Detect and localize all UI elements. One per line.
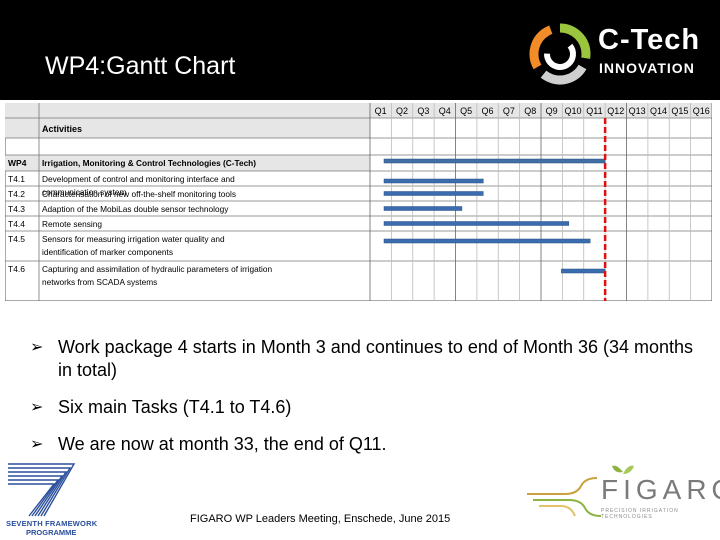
bullet-text: Six main Tasks (T4.1 to T4.6)	[58, 397, 292, 417]
quarter-label: Q4	[439, 106, 451, 116]
bullet-text: We are now at month 33, the end of Q11.	[58, 434, 387, 454]
row-label: Adaption of the MobiLas double sensor te…	[42, 204, 229, 214]
activities-header: Activities	[42, 124, 82, 134]
gantt-bar	[383, 178, 484, 184]
ctech-logo-line1: C-Tech	[598, 24, 701, 56]
quarter-label: Q15	[671, 106, 688, 116]
bullet-item: ➢ Work package 4 starts in Month 3 and co…	[30, 336, 710, 382]
ctech-logo: C-Tech INNOVATION	[528, 18, 708, 88]
sprout-leaf-icon	[612, 465, 634, 482]
arrow-bullet-icon: ➢	[30, 339, 44, 356]
row-id: T4.3	[8, 204, 25, 214]
gantt-bar	[383, 206, 463, 211]
quarter-label: Q12	[607, 106, 624, 116]
figaro-wordmark: FIGARO	[601, 474, 720, 505]
quarter-label: Q3	[417, 106, 429, 116]
gantt-bar	[383, 221, 570, 226]
row-label: Capturing and assimilation of hydraulic …	[42, 264, 273, 274]
bullet-item: ➢ Six main Tasks (T4.1 to T4.6)	[30, 396, 710, 419]
row-id: T4.5	[8, 234, 25, 244]
fp7-seven-icon	[8, 463, 76, 517]
quarter-label: Q1	[375, 106, 387, 116]
quarter-label: Q8	[524, 106, 536, 116]
fp7-line1: SEVENTH FRAMEWORK	[6, 519, 98, 528]
row-label: Irrigation, Monitoring & Control Technol…	[42, 158, 256, 168]
activities-header-shade	[5, 118, 370, 138]
quarter-label: Q11	[586, 106, 602, 116]
quarter-label: Q6	[482, 106, 494, 116]
fp7-logo: SEVENTH FRAMEWORK PROGRAMME	[4, 458, 100, 538]
quarter-label: Q10	[565, 106, 582, 116]
header-bar: WP4:Gantt Chart C-Tech INNOVATION	[0, 0, 720, 100]
row-label: Remote sensing	[42, 219, 102, 229]
figaro-lines-icon	[527, 477, 602, 517]
gantt-chart: Q1 Q2 Q3 Q4 Q5 Q6 Q7 Q8 Q9 Q10 Q11 Q12 Q13 Q14 Q15 Q16 A…	[5, 103, 712, 301]
quarter-label: Q14	[650, 106, 667, 116]
row-label: Characterisation of new off-the-shelf mo…	[42, 189, 236, 199]
gantt-bar	[383, 158, 606, 164]
row-id: T4.2	[8, 189, 25, 199]
row-label: networks from SCADA systems	[42, 277, 157, 287]
fp7-line2: PROGRAMME	[26, 528, 77, 537]
ctech-logo-line2: INNOVATION	[599, 60, 695, 76]
quarter-label: Q2	[396, 106, 408, 116]
gantt-bar	[383, 238, 591, 244]
slide-title: WP4:Gantt Chart	[45, 52, 236, 80]
quarter-label: Q7	[503, 106, 515, 116]
footer-text: FIGARO WP Leaders Meeting, Enschede, Jun…	[190, 513, 451, 525]
figaro-logo: FIGARO PRECISION IRRIGATION TECHNOLOGIES	[525, 462, 720, 540]
figaro-tagline: PRECISION IRRIGATION TECHNOLOGIES	[601, 508, 679, 520]
row-id: T4.4	[8, 219, 25, 229]
gantt-header-shade	[5, 103, 712, 118]
row-label: communication system	[42, 187, 126, 197]
gantt-bar	[383, 191, 484, 196]
row-label: Sensors for measuring irrigation water q…	[42, 234, 225, 244]
quarter-label: Q9	[546, 106, 558, 116]
gantt-bar	[561, 268, 606, 274]
ctech-swirl-icon	[529, 23, 591, 85]
bullet-item: ➢ We are now at month 33, the end of Q11.	[30, 433, 710, 456]
arrow-bullet-icon: ➢	[30, 436, 44, 453]
wp-row-shade	[5, 155, 370, 171]
bullet-text: Work package 4 starts in Month 3 and con…	[58, 337, 694, 380]
row-id: T4.6	[8, 264, 25, 274]
arrow-bullet-icon: ➢	[30, 399, 44, 416]
bullet-list: ➢ Work package 4 starts in Month 3 and co…	[30, 336, 710, 470]
row-label: Development of control and monitoring in…	[42, 174, 235, 184]
quarter-label: Q16	[693, 106, 710, 116]
quarter-label: Q5	[460, 106, 472, 116]
row-id: T4.1	[8, 174, 25, 184]
row-label: identification of marker components	[42, 247, 173, 257]
quarter-label: Q13	[629, 106, 646, 116]
row-id: WP4	[8, 158, 27, 168]
